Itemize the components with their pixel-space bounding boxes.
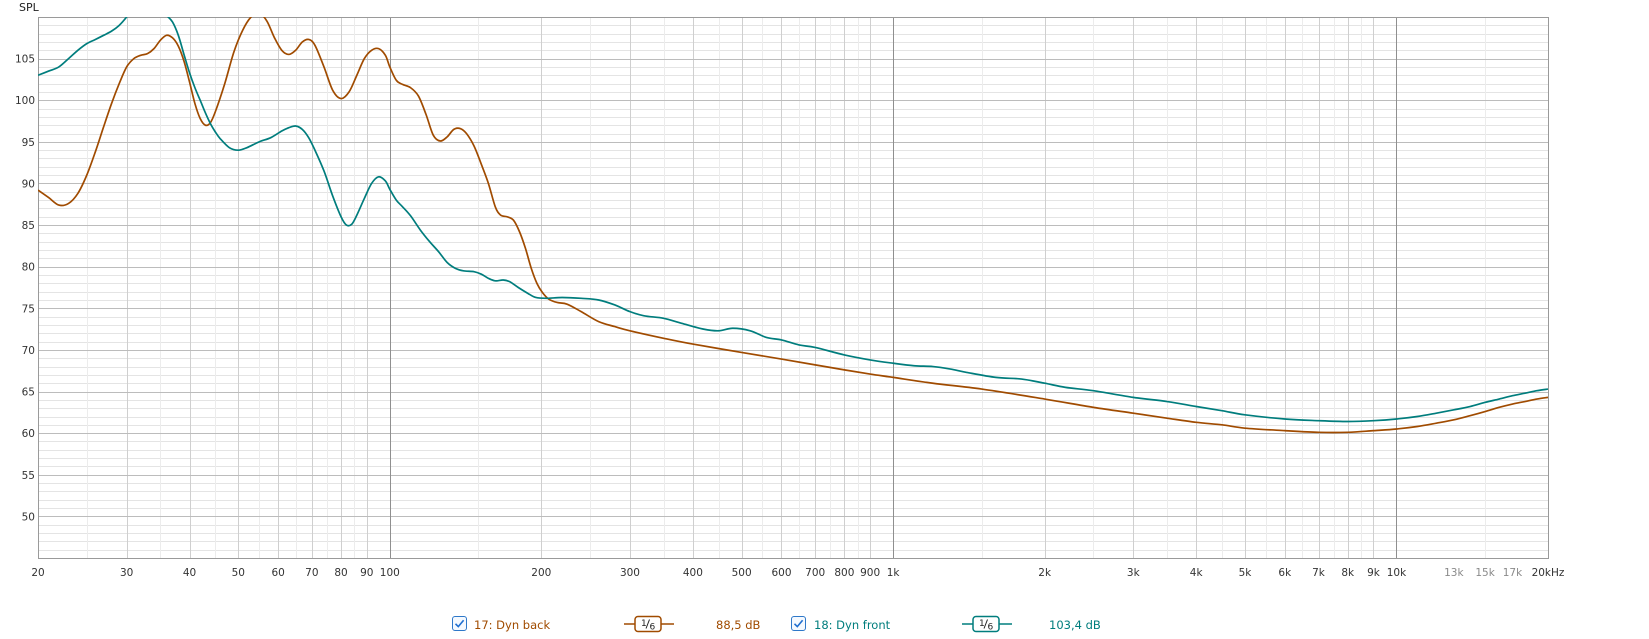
dyn-front-value: 103,4 dB — [1049, 618, 1101, 632]
x-tick-label: 60 — [271, 567, 284, 579]
dyn-back-smoothing-button[interactable]: 1 6 — [624, 615, 676, 633]
dyn-back-label: 17: Dyn back — [474, 618, 551, 632]
check-icon — [454, 619, 465, 628]
dyn-front-smoothing-denominator: 6 — [988, 623, 994, 633]
y-axis-label: SPL — [19, 1, 40, 14]
series-line-dyn-front — [38, 17, 1548, 423]
y-tick-label: 90 — [22, 178, 35, 190]
x-tick-label: 80 — [334, 567, 347, 579]
dyn-front-smoothing-button[interactable]: 1 6 — [962, 615, 1014, 633]
x-tick-label: 8k — [1341, 567, 1355, 579]
dyn-front-label: 18: Dyn front — [814, 618, 891, 632]
y-tick-label: 65 — [22, 387, 35, 399]
y-tick-label: 60 — [22, 428, 35, 440]
check-icon — [793, 619, 804, 628]
x-tick-label: 600 — [771, 567, 791, 579]
x-tick-label: 90 — [360, 567, 373, 579]
y-tick-label: 85 — [22, 220, 35, 232]
x-tick-label: 1k — [887, 567, 901, 579]
x-tick-label: 200 — [531, 567, 551, 579]
y-tick-label: 100 — [15, 95, 35, 107]
dyn-back-smoothing-denominator: 6 — [650, 623, 656, 633]
x-tick-label: 70 — [305, 567, 318, 579]
x-tick-label: 17k — [1503, 567, 1523, 579]
x-tick-label: 50 — [232, 567, 245, 579]
frequency-response-chart: SPL 20 30 40 50 60 70 80 90 100 200 300 400 500 600 70… — [15, 1, 1565, 579]
x-tick-label: 2k — [1038, 567, 1052, 579]
dyn-front-smoothing-numerator: 1 — [979, 619, 985, 629]
x-tick-label: 3k — [1127, 567, 1141, 579]
x-tick-label: 20kHz — [1532, 567, 1565, 579]
x-tick-label: 100 — [380, 567, 400, 579]
x-tick-label: 500 — [732, 567, 752, 579]
dyn-back-smoothing-numerator: 1 — [641, 619, 647, 629]
y-tick-label: 80 — [22, 262, 35, 274]
x-tick-label: 700 — [805, 567, 825, 579]
dyn-back-value: 88,5 dB — [716, 618, 761, 632]
dyn-front-checkbox[interactable] — [791, 616, 806, 631]
x-tick-label: 13k — [1444, 567, 1464, 579]
y-tick-label: 75 — [22, 303, 35, 315]
legend: 17: Dyn back 1 6 88,5 dB 18: Dyn front 1… — [0, 614, 1649, 638]
y-tick-label: 70 — [22, 345, 35, 357]
x-tick-label: 900 — [860, 567, 880, 579]
x-tick-label: 6k — [1278, 567, 1292, 579]
x-tick-label: 800 — [834, 567, 854, 579]
x-tick-label: 300 — [620, 567, 640, 579]
dyn-back-checkbox[interactable] — [452, 616, 467, 631]
y-tick-label: 50 — [22, 511, 35, 523]
x-tick-label: 7k — [1312, 567, 1326, 579]
y-tick-label: 55 — [22, 470, 35, 482]
x-tick-label: 20 — [31, 567, 44, 579]
plot-frame — [38, 17, 1549, 559]
y-tick-label: 105 — [15, 54, 35, 66]
x-tick-label: 5k — [1239, 567, 1253, 579]
series-line-dyn-back — [38, 17, 1548, 434]
x-tick-label: 10k — [1387, 567, 1407, 579]
x-tick-label: 40 — [183, 567, 196, 579]
x-tick-label: 400 — [683, 567, 703, 579]
x-tick-label: 9k — [1367, 567, 1381, 579]
x-tick-label: 15k — [1475, 567, 1495, 579]
y-tick-label: 95 — [22, 137, 35, 149]
x-tick-label: 30 — [120, 567, 133, 579]
x-tick-label: 4k — [1190, 567, 1204, 579]
